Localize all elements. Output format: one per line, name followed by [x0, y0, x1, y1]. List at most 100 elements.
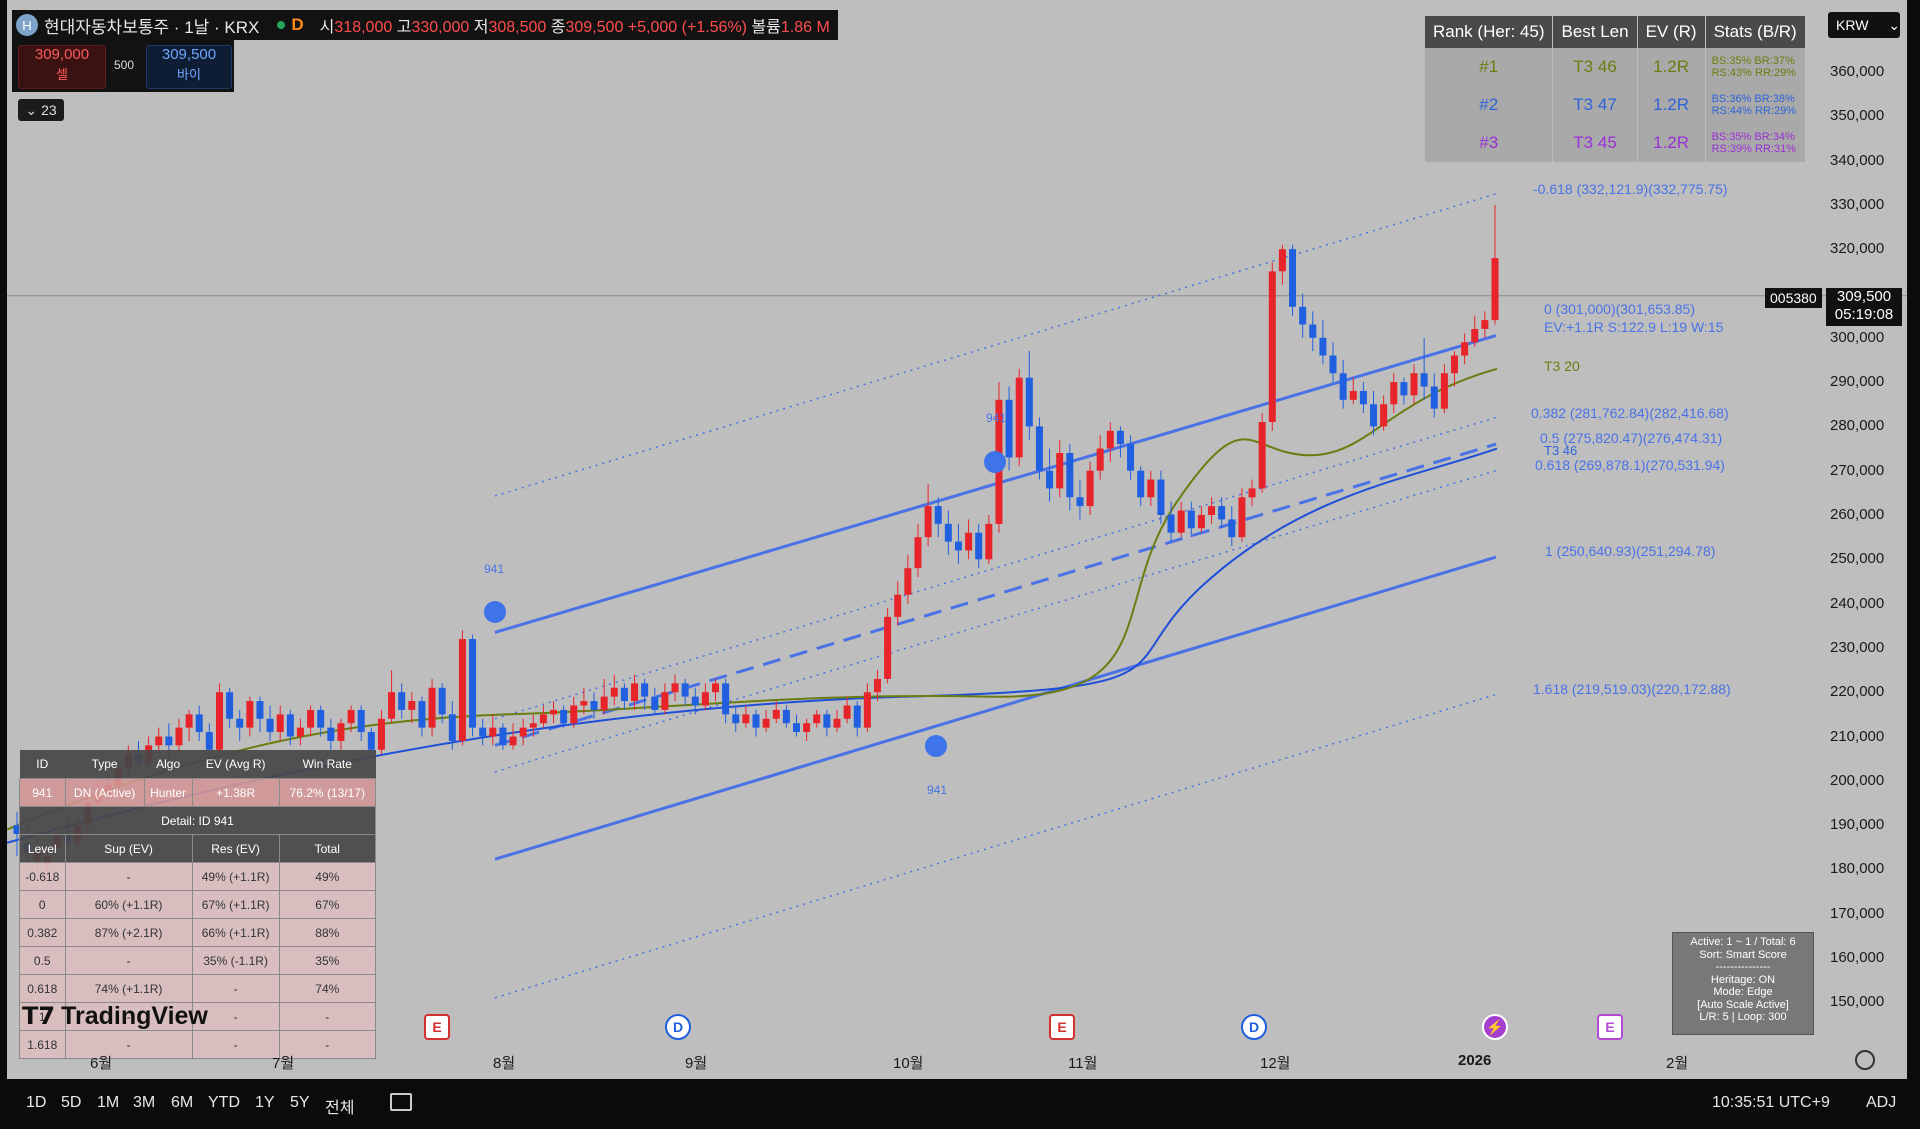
indicators-collapse-button[interactable]: ⌄ 23 — [18, 99, 64, 121]
range-6m-button[interactable]: 6M — [171, 1094, 194, 1111]
candle-body — [418, 701, 426, 728]
split-event-icon[interactable]: ⚡ — [1482, 1014, 1508, 1040]
candle-body — [873, 678, 881, 693]
time-label: 2월 — [1666, 1055, 1689, 1072]
candle-body — [1228, 519, 1236, 538]
range-5d-button[interactable]: 5D — [61, 1094, 82, 1111]
range-3m-button[interactable]: 3M — [133, 1094, 156, 1111]
active-setup-row: 941 DN (Active) Hunter +1.38R 76.2% (13/… — [19, 778, 377, 807]
chart-settings-icon[interactable] — [1855, 1050, 1875, 1070]
price-axis-label: 360,000 — [1830, 63, 1885, 80]
table-row: 0.5-35% (-1.1R) 35% — [19, 946, 377, 975]
range-1m-button[interactable]: 1M — [97, 1094, 120, 1111]
fib-label-0382: 0.382 (281,762.84)(282,416.68) — [1531, 405, 1729, 421]
price-axis-label: 170,000 — [1830, 904, 1885, 922]
range-ytd-button[interactable]: YTD — [208, 1094, 240, 1111]
candle-body — [185, 714, 193, 728]
candle-body — [1076, 497, 1084, 507]
candle-body — [1005, 399, 1013, 458]
volume-value: 1.86 M — [780, 19, 830, 36]
candle-body — [155, 736, 163, 746]
candle-body — [428, 687, 436, 728]
change-value: +5,000 (+1.56%) — [627, 19, 747, 36]
candle-body — [1491, 258, 1499, 321]
currency-dropdown[interactable]: KRW ⌄ — [1828, 12, 1900, 38]
candle-body — [1177, 510, 1185, 533]
candle-body — [904, 568, 912, 595]
detail-table: ID Type Algo EV (Avg R) Win Rate 941 DN … — [19, 750, 377, 1059]
candle-body — [296, 727, 304, 737]
clock-timezone[interactable]: 10:35:51 UTC+9 — [1712, 1094, 1830, 1111]
tradingview-logo[interactable]: 𝗧𝟳 TradingView — [22, 1002, 208, 1030]
fib-label-1618: 1.618 (219,519.03)(220,172.88) — [1533, 681, 1731, 697]
price-axis-label: 240,000 — [1830, 594, 1885, 612]
ev-header: EV (R) — [1637, 16, 1706, 48]
candle-body — [1400, 382, 1408, 396]
price-axis-label: 260,000 — [1830, 506, 1885, 523]
candle-body — [610, 687, 618, 697]
candle-body — [894, 594, 902, 617]
candle-body — [944, 523, 952, 542]
last-price-tag: 309,500 05:19:08 — [1826, 288, 1902, 326]
rank-row: #2 T3 47 1.2R BS:36% BR:38% RS:44% RR:29% — [1425, 86, 1806, 124]
marker-label: 941 — [927, 783, 948, 797]
candle-body — [681, 683, 689, 697]
candle-body — [671, 683, 679, 693]
candle-body — [1451, 355, 1459, 374]
candle-body — [509, 736, 517, 746]
rank-row: #3 T3 45 1.2R BS:35% BR:34% RS:39% RR:31% — [1425, 124, 1806, 162]
candle-body — [1289, 249, 1297, 307]
candle-body — [226, 692, 234, 719]
candle-body — [934, 506, 942, 524]
candle-body — [1309, 324, 1317, 338]
sell-button[interactable]: 309,000 셀 — [18, 45, 106, 89]
chevron-down-icon: ⌄ — [1888, 16, 1901, 33]
candle-body — [408, 701, 416, 710]
candle-body — [1147, 479, 1155, 498]
range-5y-button[interactable]: 5Y — [290, 1094, 310, 1111]
dividend-event-icon[interactable]: D — [665, 1014, 691, 1040]
earnings-event-icon[interactable]: E — [424, 1014, 450, 1040]
price-axis-label: 300,000 — [1830, 328, 1885, 346]
dividend-event-icon[interactable]: D — [1241, 1014, 1267, 1040]
time-label: 2026 — [1458, 1052, 1492, 1069]
price-axis-label: 230,000 — [1830, 638, 1885, 656]
symbol-title[interactable]: 현대자동차보통주 · 1날 · KRX — [44, 17, 260, 37]
candle-body — [1349, 390, 1357, 400]
market-status-icon — [277, 21, 286, 29]
candle-body — [1238, 497, 1246, 538]
earnings-event-icon[interactable]: E — [1597, 1014, 1623, 1040]
date-range-icon[interactable] — [390, 1093, 412, 1111]
info-box: Active: 1 ~ 1 / Total: 6 Sort: Smart Sco… — [1672, 932, 1814, 1035]
range-1d-button[interactable]: 1D — [26, 1094, 47, 1111]
candle-body — [1390, 382, 1398, 405]
candle-body — [1106, 430, 1114, 449]
candle-body — [1471, 328, 1479, 343]
symbol-header[interactable]: H 현대자동차보통주 · 1날 · KRX D 시318,000 고330,00… — [12, 10, 838, 40]
price-axis-label: 350,000 — [1830, 107, 1885, 125]
time-label: 10월 — [893, 1055, 924, 1072]
candle-body — [448, 714, 456, 741]
adj-toggle[interactable]: ADJ — [1866, 1094, 1897, 1111]
range-1y-button[interactable]: 1Y — [255, 1094, 275, 1111]
earnings-event-icon[interactable]: E — [1049, 1014, 1075, 1040]
candle-body — [1066, 452, 1074, 498]
range-all-button[interactable]: 전체 — [325, 1100, 355, 1117]
rank-header: Rank (Her: 45) — [1425, 16, 1554, 48]
candle-body — [742, 714, 750, 724]
candle-body — [266, 718, 274, 733]
candle-body — [236, 718, 244, 728]
chevron-down-icon: ⌄ — [25, 101, 38, 118]
time-label: 8월 — [493, 1055, 516, 1072]
candle-body — [1461, 342, 1469, 356]
buy-button[interactable]: 309,500 바이 — [146, 45, 232, 89]
bottom-toolbar: 1D 5D 1M 3M 6M YTD 1Y 5Y 전체 10:35:51 UTC… — [0, 1079, 1920, 1129]
fib-1618-line — [494, 693, 1497, 999]
candle-body — [631, 683, 639, 702]
high-value: 330,000 — [411, 19, 470, 36]
candle-body — [1268, 271, 1276, 422]
candle-body — [1430, 386, 1438, 409]
candle-body — [590, 701, 598, 710]
indicator-count: 23 — [41, 102, 57, 118]
candle-body — [469, 639, 477, 728]
